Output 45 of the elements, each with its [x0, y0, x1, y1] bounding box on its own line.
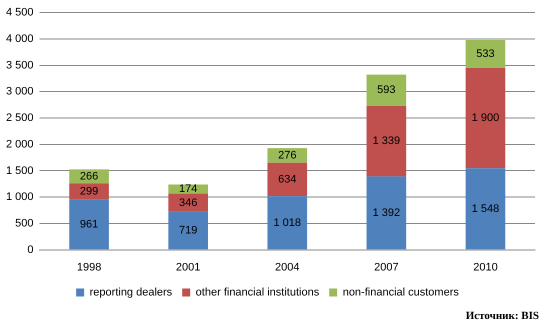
data-label: 533 — [476, 48, 495, 60]
bar — [466, 168, 506, 250]
y-tick-label: 3 000 — [6, 86, 34, 98]
y-tick-label: 4 000 — [6, 32, 34, 45]
data-label: 276 — [278, 149, 296, 162]
data-label: 961 — [80, 218, 98, 230]
data-label: 634 — [278, 173, 296, 186]
data-label: 299 — [80, 185, 98, 198]
y-tick-label: 1 000 — [6, 191, 34, 204]
y-tick-label: 3 500 — [6, 59, 34, 72]
y-tick-label: 2 000 — [6, 138, 34, 150]
bar — [366, 74, 406, 106]
data-label: 1 339 — [372, 135, 400, 148]
bar — [267, 162, 308, 196]
bar — [267, 196, 308, 250]
y-tick-label: 500 — [15, 217, 34, 230]
bar — [366, 176, 406, 250]
data-label: 266 — [80, 170, 98, 182]
data-label: 1 018 — [274, 216, 302, 229]
x-tick-label: 2007 — [374, 261, 399, 274]
data-label: 719 — [178, 224, 198, 237]
legend-label: non-financial customers — [342, 286, 460, 299]
y-tick-label: 0 — [27, 244, 34, 256]
data-label: 1 900 — [472, 112, 500, 124]
data-label: 174 — [178, 183, 198, 196]
y-tick-label: 2 500 — [6, 112, 34, 124]
y-tick-label: 1 500 — [6, 164, 34, 177]
bar — [466, 68, 506, 168]
x-tick-label: 1998 — [76, 261, 102, 274]
legend-label: reporting dealers — [90, 286, 173, 299]
bar — [466, 40, 506, 68]
bar — [168, 212, 208, 250]
x-tick-label: 2004 — [275, 261, 300, 274]
data-label: 593 — [377, 84, 396, 96]
bar — [168, 194, 208, 212]
x-tick-label: 2010 — [473, 261, 498, 274]
bar — [69, 199, 109, 250]
data-label: 1 548 — [472, 202, 500, 215]
x-tick-label: 2001 — [176, 261, 200, 274]
text: Источник: BIS — [466, 310, 539, 322]
y-tick-label: 4 500 — [6, 6, 34, 19]
data-label: 1 392 — [372, 206, 400, 219]
legend-label: other financial institutions — [196, 286, 320, 299]
bar — [366, 106, 406, 176]
data-label: 346 — [178, 196, 198, 209]
